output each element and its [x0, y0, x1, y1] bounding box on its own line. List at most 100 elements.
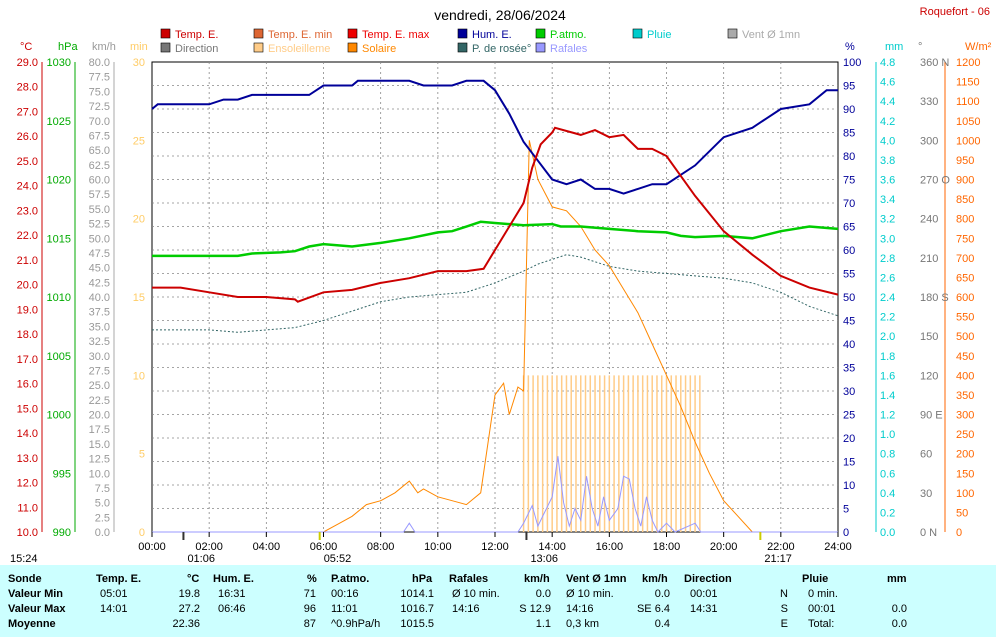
stats-pres-t: 11:01: [331, 603, 358, 615]
stats-temp-v: 27.2: [178, 603, 200, 615]
stats-hum-v: 87: [303, 618, 316, 630]
solar-axis-tick: 850: [956, 194, 974, 206]
solar-axis-tick: 250: [956, 429, 974, 441]
rain-axis-tick: 3.6: [880, 175, 895, 187]
min-axis-tick: 10: [133, 370, 145, 382]
wind-axis-tick: 27.5: [89, 365, 110, 377]
humidity-axis-tick: 70: [843, 198, 855, 210]
legend-swatch: [457, 42, 468, 53]
legend: Temp. E. Temp. E. min Temp. E. max Hum. E. P…: [160, 28, 800, 55]
rain-axis-tick: 4.6: [880, 77, 895, 89]
wind-axis-tick: 35.0: [89, 321, 110, 333]
stats-dir-t: 14:31: [690, 603, 718, 615]
plot-area: [151, 79, 839, 533]
rain-axis-unit: mm: [885, 41, 903, 53]
wind-axis-tick: 32.5: [89, 336, 110, 348]
temp-axis-tick: 10.0: [17, 527, 38, 539]
humidity-axis-tick: 0: [843, 527, 849, 539]
humidity-axis-unit: %: [845, 41, 855, 53]
rain-axis-tick: 0.2: [880, 507, 895, 519]
humidity-axis-tick: 80: [843, 151, 855, 163]
stats-hum-t: 06:46: [218, 603, 246, 615]
stats-wind-t: Ø 10 min.: [566, 588, 614, 600]
min-axis-tick: 5: [139, 449, 145, 461]
temp-axis-tick: 14.0: [17, 428, 38, 440]
rain-axis-tick: 4.8: [880, 57, 895, 69]
wind-axis-tick: 0.0: [95, 527, 110, 539]
stats-temp-t: 14:01: [100, 603, 128, 615]
x-tick-label: 00:00: [138, 541, 166, 553]
rain-axis-tick: 3.2: [880, 214, 895, 226]
stats-header-wind-unit: km/h: [642, 573, 668, 585]
x-tick-label: 04:00: [253, 541, 281, 553]
solar-axis-tick: 800: [956, 214, 974, 226]
rain-axis-tick: 1.0: [880, 429, 895, 441]
pressure-axis-tick: 1000: [47, 410, 71, 422]
wind-axis-tick: 25.0: [89, 380, 110, 392]
direction-axis-tick: 180 S: [920, 292, 949, 304]
pressure-axis-tick: 1005: [47, 351, 71, 363]
pressure-axis-tick: 995: [53, 468, 71, 480]
wind-axis-tick: 42.5: [89, 277, 110, 289]
temp-axis-tick: 29.0: [17, 57, 38, 69]
temp-axis-tick: 11.0: [17, 502, 38, 514]
stats-header-pres-unit: hPa: [412, 573, 433, 585]
stats-wind-t: 0,3 km: [566, 618, 600, 630]
stats-gust-t: 14:16: [452, 603, 480, 615]
legend-label: Solaire: [362, 43, 396, 55]
stats-temp-v: 22.36: [172, 618, 200, 630]
stats-pres-v: 1014.1: [400, 588, 434, 600]
stats-temp-t: 05:01: [100, 588, 128, 600]
rain-axis-tick: 0.0: [880, 527, 895, 539]
solar-axis-tick: 300: [956, 410, 974, 422]
wind-axis-tick: 67.5: [89, 130, 110, 142]
wind-axis-tick: 15.0: [89, 439, 110, 451]
temp-axis-tick: 27.0: [17, 106, 38, 118]
temp-axis-tick: 19.0: [17, 304, 38, 316]
temp-axis-tick: 15.0: [17, 403, 38, 415]
wind-axis-tick: 37.5: [89, 307, 110, 319]
direction-axis-tick: 90 E: [920, 410, 943, 422]
rain-axis-tick: 2.6: [880, 272, 895, 284]
solar-axis-tick: 1050: [956, 116, 980, 128]
solar-axis-tick: 600: [956, 292, 974, 304]
temp-axis-tick: 21.0: [17, 255, 38, 267]
rain-axis-tick: 3.8: [880, 155, 895, 167]
temp-axis-tick: 20.0: [17, 280, 38, 292]
humidity-axis-tick: 75: [843, 175, 855, 187]
x-tick-label: 16:00: [596, 541, 624, 553]
pressure-axis-unit: hPa: [58, 41, 78, 53]
direction-axis-tick: 30: [920, 488, 932, 500]
wind-axis-tick: 2.5: [95, 512, 110, 524]
wind-axis-tick: 10.0: [89, 468, 110, 480]
humidity-axis-tick: 60: [843, 245, 855, 257]
stats-dir-v: N: [780, 588, 788, 600]
legend-label: P.atmo.: [550, 29, 587, 41]
stats-label: Valeur Max: [8, 603, 66, 615]
wind-axis-tick: 20.0: [89, 410, 110, 422]
rain-axis-tick: 2.2: [880, 312, 895, 324]
temp-axis-tick: 23.0: [17, 205, 38, 217]
stats-header-temp-unit: °C: [187, 573, 200, 585]
min-axis-tick: 30: [133, 57, 145, 69]
solar-axis-tick: 650: [956, 272, 974, 284]
x-tick-label: 18:00: [653, 541, 681, 553]
solar-axis-tick: 950: [956, 155, 974, 167]
stats-header-pres: P.atmo.: [331, 573, 370, 585]
legend-label: Vent Ø 1mn: [742, 29, 800, 41]
wind-axis-tick: 5.0: [95, 498, 110, 510]
wind-axis-tick: 62.5: [89, 160, 110, 172]
solar-axis-tick: 50: [956, 507, 968, 519]
min-axis-tick: 25: [133, 135, 145, 147]
series-pressure: [152, 220, 839, 258]
wind-axis-tick: 65.0: [89, 145, 110, 157]
humidity-axis-tick: 10: [843, 480, 855, 492]
stats-pres-t: ^0.9hPa/h: [331, 618, 381, 630]
stats-temp-v: 19.8: [178, 588, 200, 600]
series-humidity: [151, 79, 838, 195]
wind-axis-tick: 45.0: [89, 263, 110, 275]
temp-axis-tick: 25.0: [17, 156, 38, 168]
temp-axis-tick: 28.0: [17, 82, 38, 94]
solar-axis-tick: 200: [956, 449, 974, 461]
stats-wind-v: 0.4: [654, 618, 670, 630]
